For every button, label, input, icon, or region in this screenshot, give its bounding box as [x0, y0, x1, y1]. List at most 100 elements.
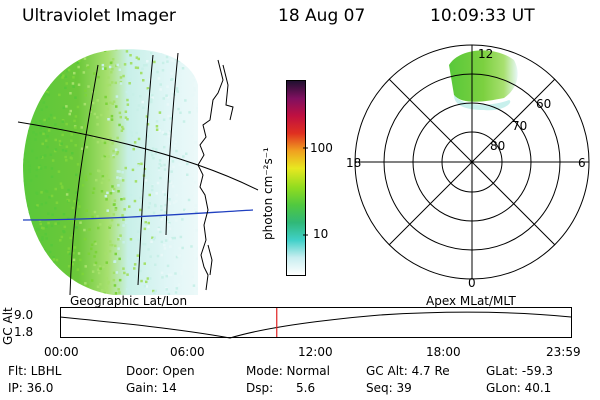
aurora-pixel	[64, 280, 67, 283]
aurora-pixel	[54, 123, 57, 126]
aurora-pixel	[157, 77, 161, 80]
aurora-pixel	[25, 272, 29, 275]
aurora-pixel	[62, 230, 65, 233]
aurora-pixel	[78, 205, 81, 208]
aurora-pixel	[84, 265, 87, 268]
aurora-pixel	[190, 177, 194, 181]
aurora-pixel	[34, 206, 38, 209]
aurora-pixel	[158, 111, 162, 114]
aurora-pixel	[85, 145, 89, 149]
aurora-pixel	[74, 96, 77, 99]
aurora-pixel	[61, 133, 64, 137]
aurora-pixel	[111, 68, 114, 71]
aurora-pixel	[69, 236, 72, 240]
aurora-pixel	[137, 164, 140, 167]
aurora-pixel	[200, 246, 203, 249]
aurora-pixel	[23, 125, 26, 129]
aurora-pixel	[71, 152, 74, 155]
aurora-pixel	[65, 122, 68, 126]
aurora-pixel	[190, 135, 193, 138]
aurora-pixel	[117, 190, 120, 193]
aurora-pixel	[194, 141, 198, 144]
aurora-pixel	[161, 276, 164, 279]
aurora-pixel	[106, 83, 109, 87]
aurora-pixel	[175, 255, 179, 259]
aurora-pixel	[26, 129, 30, 132]
aurora-pixel	[114, 252, 117, 256]
aurora-pixel	[159, 83, 162, 86]
aurora-pixel	[57, 222, 60, 225]
aurora-pixel	[146, 87, 150, 90]
aurora-pixel	[81, 272, 84, 276]
coastline-south	[207, 244, 213, 276]
aurora-pixel	[145, 64, 148, 67]
aurora-pixel	[98, 265, 102, 268]
aurora-pixel	[201, 104, 204, 107]
aurora-pixel	[144, 223, 148, 226]
aurora-pixel	[197, 245, 198, 249]
aurora-pixel	[77, 59, 81, 63]
colorbar-ticks	[303, 147, 308, 236]
aurora-pixel	[157, 228, 160, 231]
aurora-pixel	[126, 103, 130, 106]
aurora-pixel	[116, 151, 120, 154]
aurora-pixel	[142, 79, 145, 82]
aurora-pixel	[102, 265, 105, 269]
aurora-pixel	[77, 83, 81, 86]
aurora-pixel	[208, 100, 211, 103]
info-ip: IP: 36.0	[8, 381, 54, 395]
aurora-pixel	[185, 209, 188, 213]
aurora-pixel	[93, 263, 96, 267]
aurora-pixel	[163, 145, 166, 149]
aurora-pixel	[109, 192, 113, 195]
aurora-pixel	[26, 278, 29, 281]
aurora-pixel	[144, 221, 147, 224]
highlight-latitude-line	[22, 209, 254, 221]
aurora-pixel	[42, 83, 46, 86]
aurora-pixel	[174, 291, 178, 294]
colorbar-tick-10: 10	[313, 227, 329, 241]
aurora-pixel	[60, 142, 63, 145]
aurora-pixel	[166, 95, 170, 99]
aurora-pixel	[97, 75, 100, 79]
aurora-pixel	[65, 145, 69, 148]
aurora-pixel	[93, 72, 96, 75]
aurora-pixel	[202, 268, 205, 271]
aurora-pixel	[18, 167, 21, 170]
aurora-pixel	[158, 129, 161, 132]
aurora-pixel	[47, 129, 51, 132]
aurora-pixel	[34, 138, 37, 141]
aurora-pixel	[23, 90, 24, 94]
aurora-pixel	[91, 270, 95, 273]
aurora-pixel	[23, 241, 24, 244]
aurora-pixel	[30, 274, 33, 277]
aurora-pixel	[84, 89, 87, 92]
aurora-pixel	[119, 76, 123, 79]
aurora-pixel	[95, 178, 98, 182]
aurora-pixel	[23, 244, 24, 247]
aurora-pixel	[147, 225, 150, 229]
aurora-pixel	[93, 112, 97, 116]
info-filter: Flt: LBHL	[8, 364, 62, 378]
aurora-pixel	[118, 294, 121, 295]
aurora-pixel	[155, 128, 159, 131]
altitude-plot	[59, 307, 572, 339]
aurora-pixel	[177, 107, 180, 111]
aurora-pixel	[54, 187, 57, 191]
aurora-pixel	[19, 203, 22, 206]
aurora-pixel	[121, 171, 124, 174]
aurora-pixel	[163, 132, 166, 136]
aurora-pixel	[55, 201, 59, 204]
aurora-pixel	[31, 100, 34, 103]
aurora-pixel	[110, 118, 114, 121]
aurora-pixel	[154, 152, 157, 155]
aurora-pixel	[135, 56, 139, 59]
aurora-pixel	[116, 136, 119, 140]
aurora-pixel	[34, 85, 37, 89]
aurora-pixel	[33, 59, 37, 63]
aurora-pixel	[190, 179, 194, 182]
aurora-pixel	[23, 152, 27, 156]
aurora-pixel	[23, 90, 26, 94]
aurora-pixel	[172, 201, 176, 204]
aurora-pixel	[163, 193, 167, 196]
